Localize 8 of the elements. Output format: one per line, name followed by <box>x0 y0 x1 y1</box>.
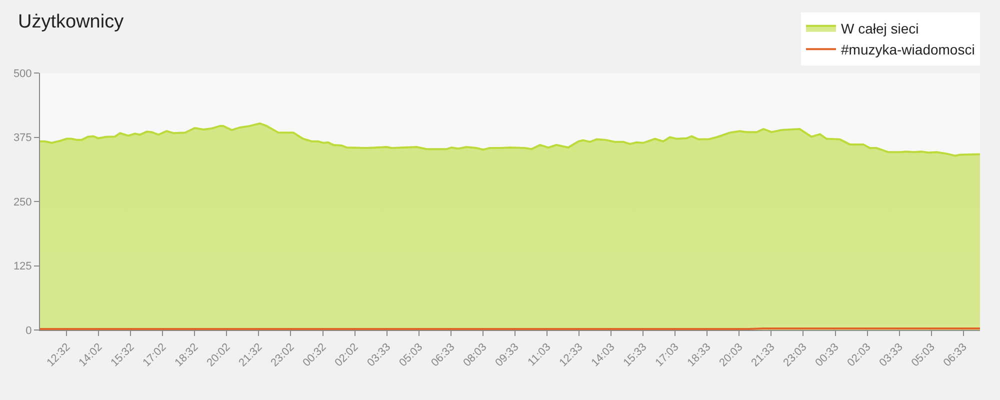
y-tick-label: 375 <box>13 132 32 144</box>
chart-title: Użytkownicy <box>18 11 124 32</box>
y-tick-label: 125 <box>13 260 32 273</box>
y-tick-label: 500 <box>13 68 32 80</box>
y-tick-label: 0 <box>26 324 32 337</box>
legend-label: #muzyka-wiadomosci <box>841 42 975 58</box>
y-tick-label: 250 <box>13 196 32 208</box>
legend-label: W całej sieci <box>841 20 919 36</box>
